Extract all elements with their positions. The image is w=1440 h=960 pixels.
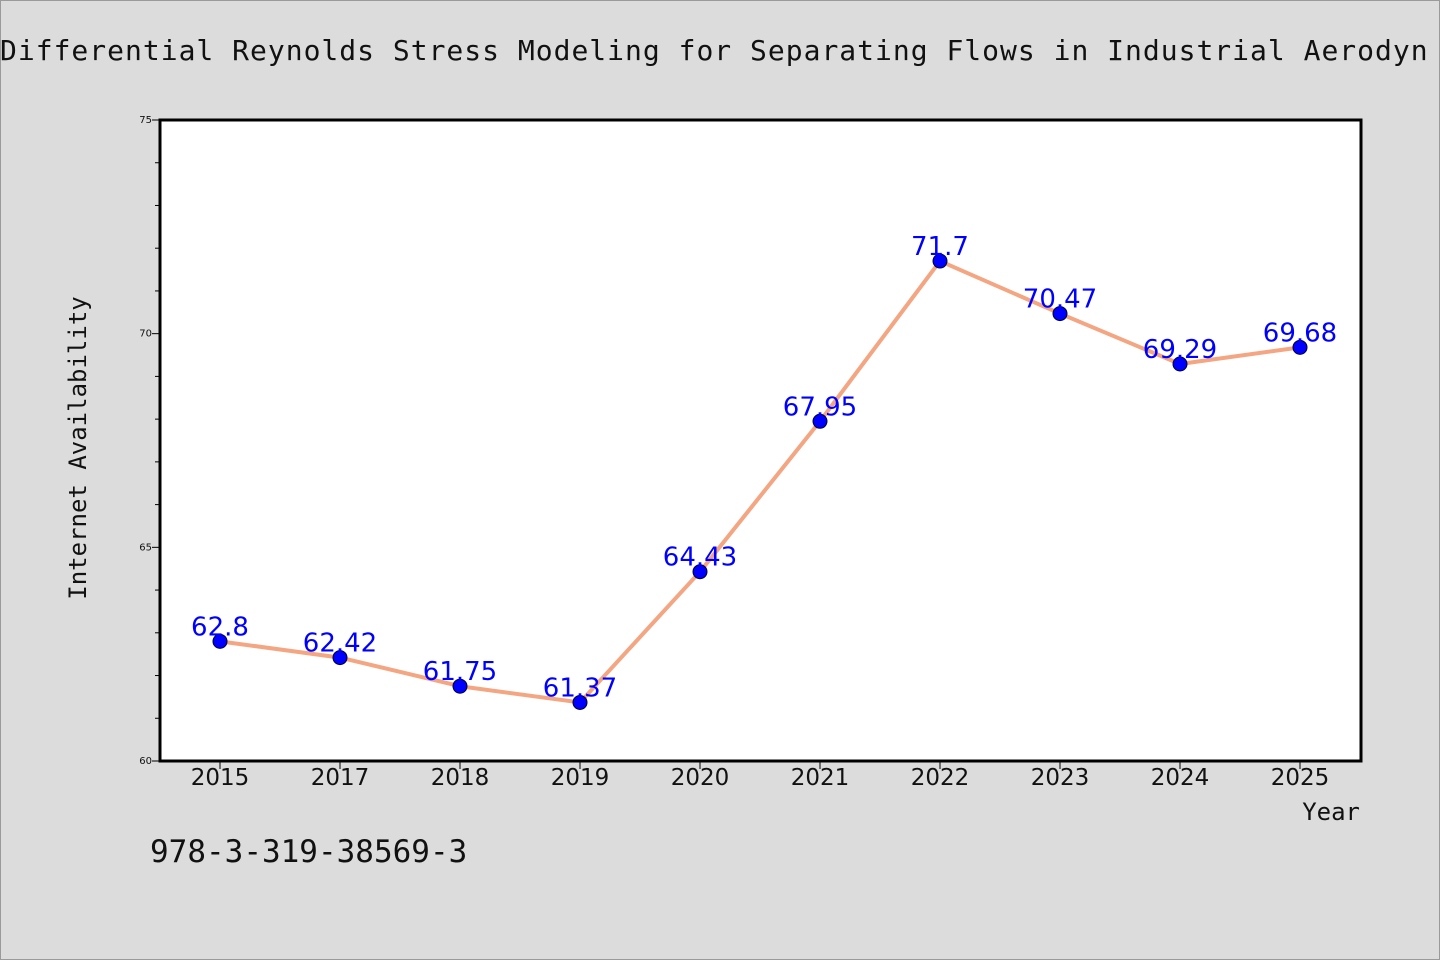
data-point <box>1292 339 1308 355</box>
data-label: 62.42 <box>303 629 377 659</box>
y-axis-label: Internet Availability <box>64 296 92 599</box>
data-label: 61.37 <box>543 673 617 703</box>
x-tick-label: 2024 <box>1151 765 1210 791</box>
y-tick-label: 75 <box>139 115 152 126</box>
data-labels: 62.8 62.42 61.75 61.37 64.43 67.95 71.7 70.47 69… <box>191 232 1337 703</box>
data-point <box>452 678 468 694</box>
data-label: 61.75 <box>423 657 497 687</box>
y-tick-label: 70 <box>139 329 152 340</box>
data-label: 70.47 <box>1023 285 1097 315</box>
x-tick-label: 2021 <box>791 765 850 791</box>
series-line <box>218 259 1302 705</box>
isbn-note: 978-3-319-38569-3 <box>150 834 468 870</box>
data-point <box>332 650 348 666</box>
x-tick-label: 2020 <box>671 765 730 791</box>
x-tick-label: 2019 <box>551 765 610 791</box>
chart-title: Differential Reynolds Stress Modeling fo… <box>0 34 1429 67</box>
data-point <box>1052 306 1068 322</box>
data-point <box>212 633 228 649</box>
x-tick-label: 2022 <box>911 765 970 791</box>
data-label: 71.7 <box>911 232 969 262</box>
x-tick-label: 2025 <box>1271 765 1330 791</box>
data-point <box>812 413 828 429</box>
x-tick-label: 2023 <box>1031 765 1090 791</box>
x-tick-label: 2015 <box>191 765 250 791</box>
data-label: 69.68 <box>1263 318 1337 348</box>
data-label: 67.95 <box>783 392 857 422</box>
y-axis: 60 65 70 75 <box>139 115 160 767</box>
data-point <box>692 564 708 580</box>
x-axis: 2015 2017 2018 2019 2020 2021 2022 2023 2024 2025 <box>191 761 1330 791</box>
data-label: 64.43 <box>663 543 737 573</box>
data-point <box>572 694 588 710</box>
plot-area <box>158 118 1363 763</box>
data-point <box>1172 356 1188 372</box>
y-tick-label: 65 <box>139 542 152 553</box>
x-tick-label: 2018 <box>431 765 490 791</box>
x-tick-label: 2017 <box>311 765 370 791</box>
y-tick-label: 60 <box>139 756 152 767</box>
data-label: 69.29 <box>1143 335 1217 365</box>
series-layer <box>212 253 1308 710</box>
data-point <box>932 253 948 269</box>
x-axis-label: Year <box>1302 798 1360 826</box>
data-label: 62.8 <box>191 612 249 642</box>
